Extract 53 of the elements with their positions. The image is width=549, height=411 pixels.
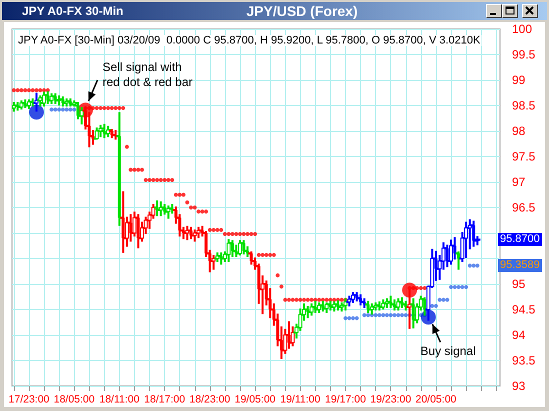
point — [456, 285, 461, 290]
y-tick-label: 99.5 — [512, 48, 536, 62]
y-tick-label: 95 — [512, 277, 526, 291]
x-tick-label: 20/05:00 — [416, 394, 457, 406]
x-tick-label: 18/23:00 — [189, 394, 230, 406]
y-tick-label: 97.5 — [512, 150, 536, 164]
text: JPY A0-FX [30-Min] 03/20/09 0.0000 C 95.8700, H 95.9200, L 95.7800, O 95.8700, V 3.0210K — [18, 34, 481, 46]
point — [472, 264, 476, 268]
point — [400, 313, 404, 318]
chart-title: JPY/USD (Forex) — [245, 3, 359, 19]
point — [438, 298, 442, 302]
x-tick-label: 19/11:00 — [280, 394, 320, 406]
point — [377, 313, 382, 318]
x-tick-label: 17/23:00 — [8, 394, 50, 406]
x-tick-label: 18/17:00 — [144, 394, 186, 406]
x-tick-label: 19/17:00 — [325, 394, 366, 406]
y-tick-label: 94.5 — [512, 302, 536, 316]
point — [354, 316, 359, 320]
annotation: 95.8700 — [498, 232, 542, 246]
y-tick-label: 98 — [512, 124, 526, 138]
y-tick-label: 100 — [512, 22, 532, 36]
y-tick-label: 96.5 — [512, 200, 536, 214]
x-tick-label: 19/23:00 — [370, 394, 412, 406]
point — [449, 285, 454, 290]
point — [384, 313, 389, 318]
point — [396, 313, 400, 318]
y-tick-label: 94 — [512, 328, 526, 342]
x-tick-label: 18/05:00 — [54, 394, 95, 406]
text: JPY A0-FX 30-Min — [22, 4, 124, 18]
point — [381, 313, 386, 318]
point — [460, 285, 464, 290]
point — [392, 313, 396, 318]
y-tick-label: 98.5 — [512, 98, 536, 112]
point — [351, 316, 356, 320]
annotation: Sell signal with red dot & red bar — [102, 60, 194, 90]
y-tick-label: 93 — [512, 379, 526, 393]
y-tick-label: 97 — [512, 175, 526, 189]
point — [468, 264, 472, 268]
point — [441, 298, 446, 302]
x-tick-label: 19/05:00 — [234, 394, 276, 406]
point — [388, 313, 393, 318]
point — [434, 304, 438, 308]
point — [344, 316, 348, 320]
y-tick-label: 99 — [512, 73, 526, 87]
y-tick-label: 93.5 — [512, 354, 536, 368]
x-tick-label: 18/11:00 — [99, 394, 140, 406]
point — [464, 285, 468, 290]
point — [445, 298, 450, 302]
annotation: 95.3589 — [498, 258, 542, 272]
point — [452, 285, 457, 290]
annotation: Buy signal — [420, 344, 476, 360]
point — [347, 316, 352, 320]
point — [404, 313, 408, 318]
